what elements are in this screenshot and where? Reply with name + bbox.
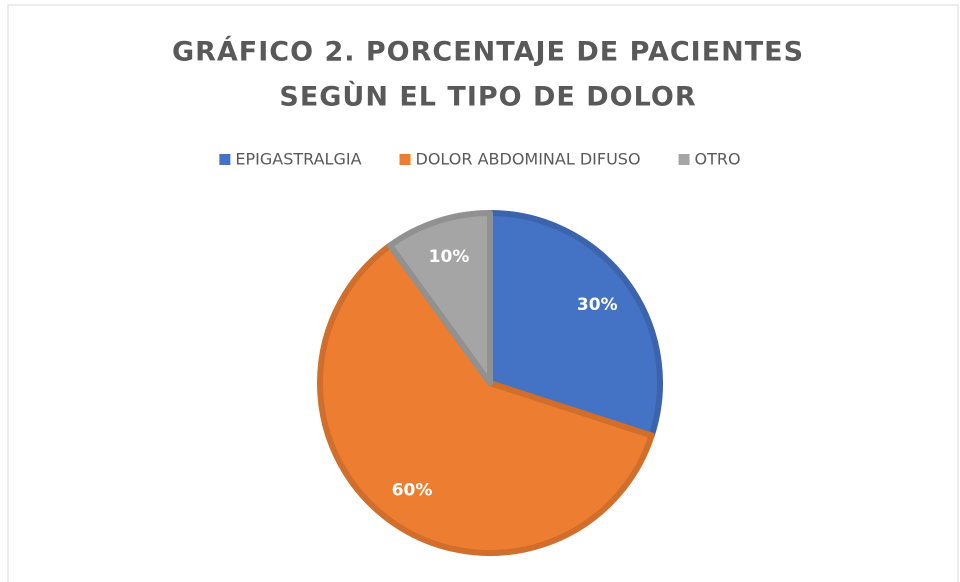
legend-swatch [219,154,231,165]
legend-label: EPIGASTRALGIA [235,150,361,169]
pie-slice [317,242,655,556]
chart-title: GRÁFICO 2. PORCENTAJE DE PACIENTES [172,36,804,68]
legend-swatch [678,154,690,165]
pie-slice [487,210,663,439]
chart-title: SEGÙN EL TIPO DE DOLOR [279,81,696,113]
legend-swatch [399,154,411,165]
legend-label: OTRO [695,150,741,169]
legend-label: DOLOR ABDOMINAL DIFUSO [416,150,641,169]
pie-slice [387,210,493,386]
data-label: 60% [392,480,433,500]
data-label: 10% [429,247,470,267]
data-label: 30% [577,295,618,315]
